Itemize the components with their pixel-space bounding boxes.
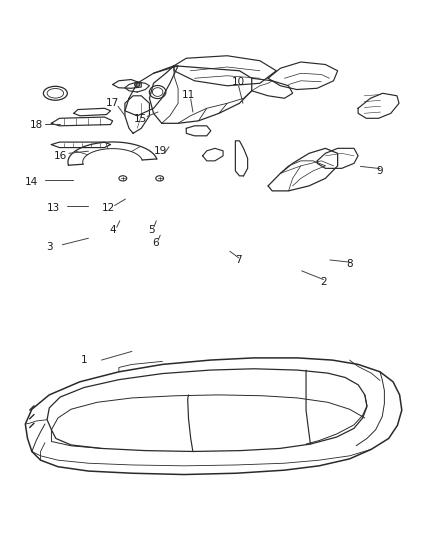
Text: 2: 2 — [320, 277, 327, 287]
Text: 9: 9 — [377, 166, 383, 176]
Text: 19: 19 — [154, 146, 167, 156]
Text: 1: 1 — [81, 355, 88, 365]
Text: 11: 11 — [182, 90, 195, 100]
Text: 18: 18 — [30, 120, 43, 130]
Text: 13: 13 — [47, 203, 60, 213]
Text: 10: 10 — [232, 77, 245, 86]
Text: 6: 6 — [152, 238, 159, 247]
Text: 17: 17 — [106, 98, 119, 108]
Text: 14: 14 — [25, 176, 39, 187]
Text: 4: 4 — [109, 224, 116, 235]
Text: 16: 16 — [53, 150, 67, 160]
Text: 15: 15 — [134, 114, 147, 124]
Text: 5: 5 — [148, 224, 155, 235]
Text: 7: 7 — [235, 255, 242, 265]
Ellipse shape — [134, 82, 140, 87]
Text: 3: 3 — [46, 242, 53, 252]
Text: 12: 12 — [101, 203, 115, 213]
Text: 8: 8 — [346, 260, 353, 269]
